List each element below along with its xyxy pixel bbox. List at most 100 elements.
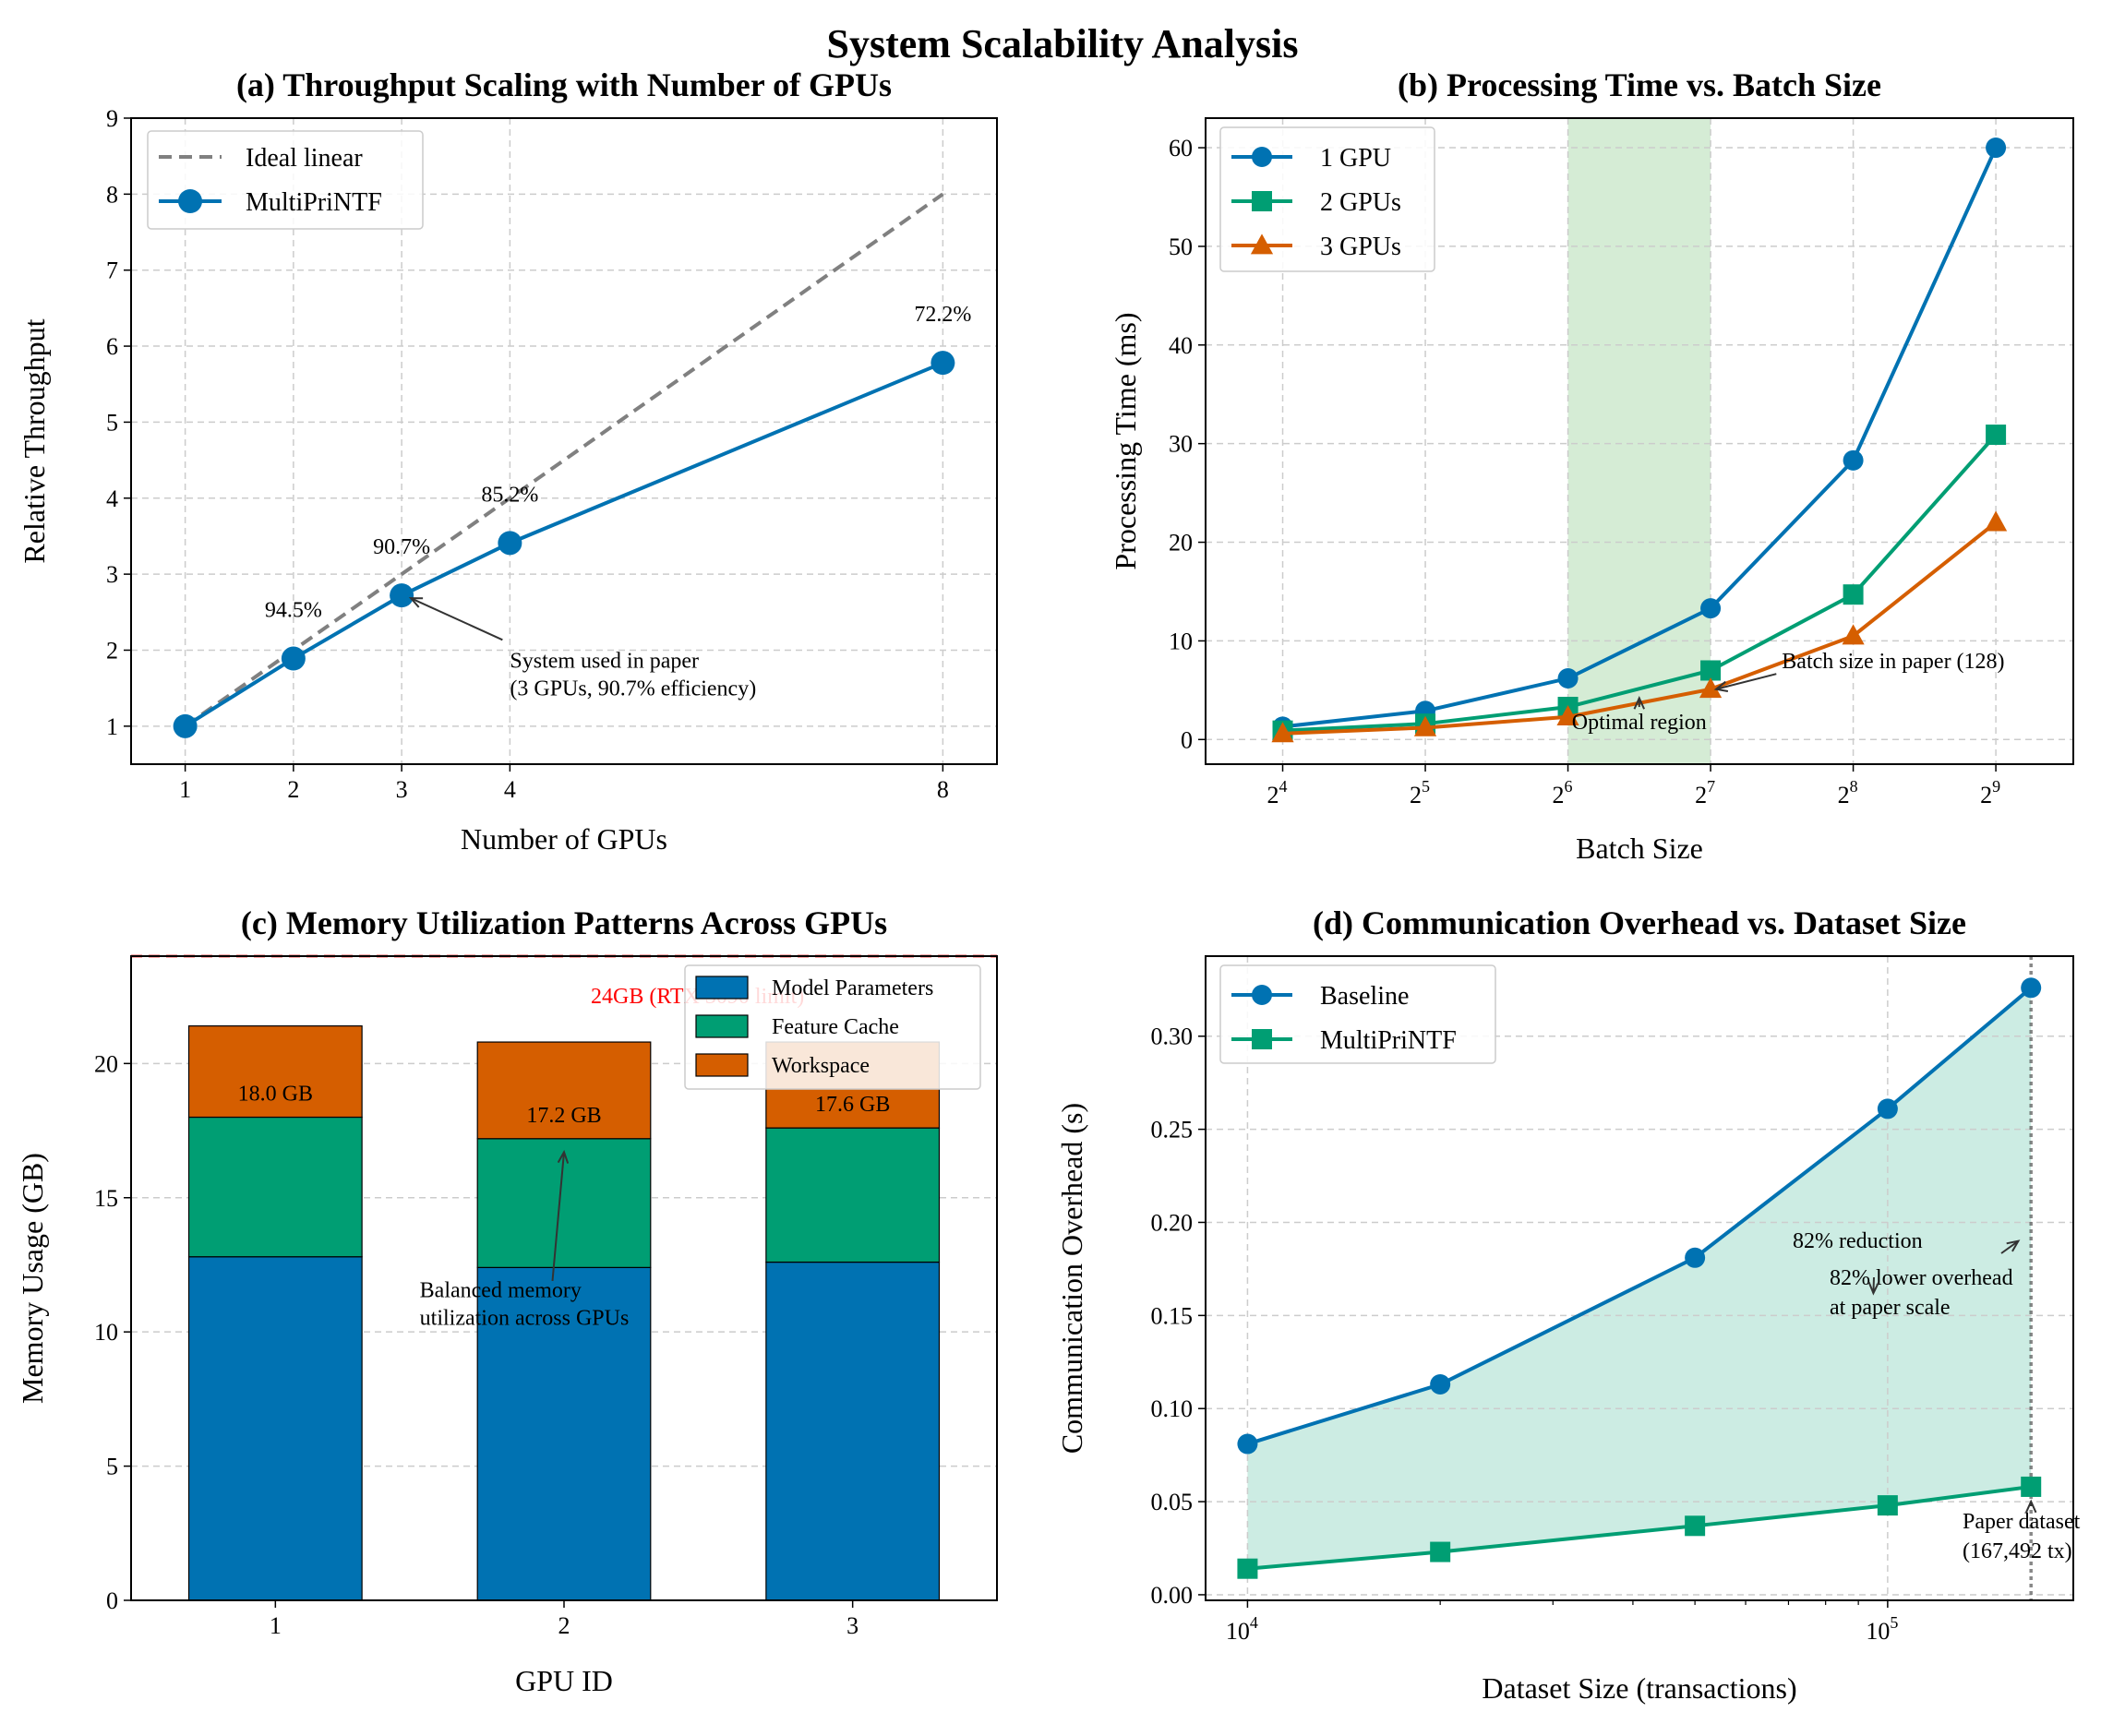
b-legend-marker-0 (1252, 147, 1272, 167)
b-series-0-point-5 (1986, 138, 2007, 159)
b-optimal-region (1567, 118, 1711, 764)
d-annotation-overhead-arrow-head (1867, 1281, 1880, 1296)
c-bar-0-seg-2 (187, 1025, 363, 1119)
c-ytick-0-label: 0 (106, 1587, 118, 1614)
a-title: (a) Throughput Scaling with Number of GP… (236, 66, 892, 103)
a-legend (147, 130, 424, 230)
b-legend-marker-2 (1250, 233, 1274, 255)
b-legend-label-2: 3 GPUs (1320, 233, 1401, 261)
c-bar-1-seg-2 (476, 1041, 652, 1140)
d-series-1-point-3 (1877, 1495, 1898, 1516)
d-ytick-4-label: 0.20 (1151, 1209, 1194, 1236)
d-axes-frame (1205, 955, 2074, 1601)
d-legend-marker-1 (1252, 1029, 1272, 1049)
b-xtick-3-label: 27 (1695, 777, 1715, 808)
b-xtick-4-label: 28 (1838, 777, 1858, 808)
b-series-1-point-4 (1843, 584, 1864, 605)
b-legend-marker-1 (1252, 191, 1272, 211)
c-annotation-arrow (551, 1152, 565, 1281)
c-total-label-0: 18.0 GB (238, 1083, 313, 1107)
b-annotation-optimal-arrow-head (1633, 695, 1645, 710)
c-annotation-line-0: Balanced memory (420, 1279, 582, 1303)
b-series-0-line (1282, 147, 1998, 729)
b-series-2-point-5 (1984, 510, 2008, 532)
a-xlabel: Number of GPUs (461, 822, 667, 856)
d-series-1-point-4 (2021, 1476, 2042, 1497)
b-series-2-point-1 (1413, 715, 1437, 736)
c-total-label-1: 17.2 GB (526, 1104, 601, 1128)
d-series-0-point-3 (1877, 1098, 1898, 1119)
a-annotation-arrow-head (408, 597, 424, 608)
d-series-0-point-0 (1237, 1433, 1258, 1455)
d-legend-marker-0 (1252, 985, 1272, 1005)
b-xtick-2-label: 26 (1553, 777, 1573, 808)
b-xtick-1-label: 25 (1410, 777, 1430, 808)
a-ytick-5-label: 6 (106, 333, 118, 360)
b-series-1-point-5 (1986, 425, 2007, 446)
d-annotation-paper-arrow-head (2024, 1499, 2037, 1514)
c-legend (684, 964, 981, 1090)
a-efficiency-label-2: 85.2% (481, 483, 538, 507)
b-annotation-batch-text: Batch size in paper (128) (1782, 650, 2004, 674)
c-legend-label-2: Workspace (772, 1054, 870, 1078)
b-series-0-point-4 (1843, 449, 1864, 471)
a-axes-frame (130, 117, 998, 765)
b-ytick-5-label: 50 (1169, 233, 1193, 260)
b-ytick-3-label: 30 (1169, 431, 1193, 458)
d-annotation-reduction-arrow-head (2006, 1239, 2021, 1252)
b-series-2-point-0 (1271, 722, 1294, 743)
d-fill-between (1247, 988, 2032, 1569)
c-bar-0-seg-1 (187, 1116, 363, 1258)
b-annotation-optimal-text: Optimal region (1572, 711, 1707, 735)
d-legend-label-0: Baseline (1320, 982, 1409, 1011)
c-xlabel: GPU ID (515, 1664, 613, 1697)
d-annotation-overhead-line-1: at paper scale (1830, 1296, 1951, 1320)
a-xtick-3-label: 4 (504, 776, 516, 803)
c-annotation-arrow-head (557, 1149, 570, 1164)
b-title: (b) Processing Time vs. Batch Size (1398, 66, 1881, 103)
a-ytick-0-label: 1 (106, 713, 118, 740)
a-point-3 (498, 531, 522, 556)
c-axes-frame (130, 955, 998, 1601)
d-series-0-point-1 (1430, 1373, 1451, 1395)
c-legend-swatch-0 (695, 976, 749, 1000)
d-ytick-6-label: 0.30 (1151, 1024, 1194, 1050)
panel-a-throughput: 94.5% 90.7% 85.2% 72.2% System used in paper… (18, 66, 998, 856)
d-ytick-0-label: 0.00 (1151, 1582, 1194, 1609)
c-bar-0-seg-0 (187, 1256, 363, 1601)
b-ytick-2-label: 20 (1169, 530, 1193, 557)
a-efficiency-label-1: 90.7% (373, 535, 430, 559)
a-ytick-4-label: 5 (106, 409, 118, 436)
b-legend (1219, 126, 1435, 272)
d-ytick-2-label: 0.10 (1151, 1395, 1194, 1422)
c-annotation-line-1: utilization across GPUs (420, 1307, 630, 1331)
a-legend-ideal-label: Ideal linear (246, 144, 363, 173)
c-title: (c) Memory Utilization Patterns Across G… (241, 904, 887, 941)
c-total-label-2: 17.6 GB (815, 1093, 890, 1117)
panel-b-processing-time: Batch size in paper (128) Optimal region 2… (1109, 66, 2074, 865)
a-ytick-2-label: 3 (106, 561, 118, 588)
d-ytick-3-label: 0.15 (1151, 1302, 1194, 1329)
b-legend-label-1: 2 GPUs (1320, 188, 1401, 217)
b-xtick-0-label: 24 (1267, 777, 1288, 808)
b-xlabel: Batch Size (1576, 832, 1703, 865)
panel-d-communication: 82% reduction 82% lower overhead at paper … (1055, 904, 2081, 1705)
d-series-1-point-2 (1685, 1515, 1706, 1537)
d-xlabel: Dataset Size (transactions) (1482, 1671, 1796, 1705)
d-xtick-0-label: 104 (1226, 1613, 1258, 1645)
d-series-0-point-4 (2021, 977, 2042, 999)
b-series-2-point-4 (1842, 624, 1865, 645)
b-annotation-batch-arrow-head (1713, 680, 1729, 692)
a-point-1 (281, 646, 306, 671)
c-ylabel: Memory Usage (GB) (16, 1153, 49, 1404)
a-legend-multiprintf-label: MultiPriNTF (246, 188, 382, 217)
a-series-ideal-line (184, 192, 944, 728)
b-series-2-point-2 (1556, 705, 1579, 726)
b-ytick-1-label: 10 (1169, 628, 1193, 654)
a-ytick-1-label: 2 (106, 637, 118, 664)
c-legend-swatch-2 (695, 1053, 749, 1077)
d-ylabel: Communication Overhead (s) (1055, 1103, 1088, 1454)
d-annotation-paper-line-1: (167,492 tx) (1963, 1539, 2072, 1563)
a-xtick-1-label: 2 (287, 776, 299, 803)
